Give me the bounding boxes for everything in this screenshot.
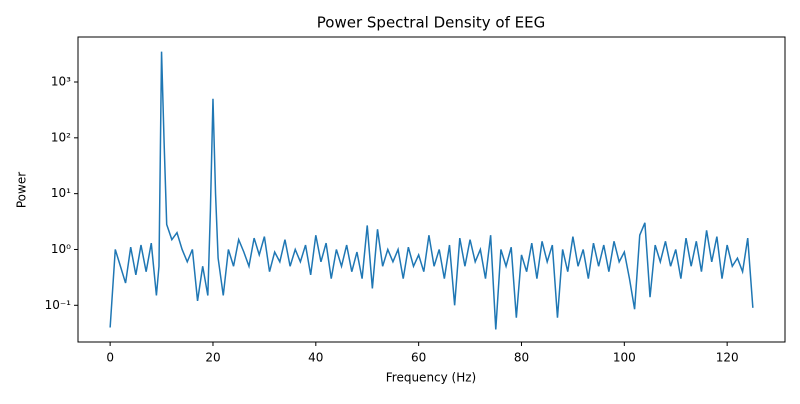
x-axis-label: Frequency (Hz) — [386, 371, 477, 385]
x-tick-label: 0 — [106, 351, 114, 365]
x-tick-label: 120 — [716, 351, 739, 365]
y-tick-label: 10² — [51, 130, 71, 144]
data-line — [109, 51, 754, 330]
y-tick-label: 10⁰ — [51, 242, 71, 256]
y-axis-label: Power — [15, 172, 29, 208]
y-tick-label: 10⁻¹ — [45, 298, 72, 312]
x-tick-label: 60 — [411, 351, 426, 365]
chart-title: Power Spectral Density of EEG — [317, 14, 545, 32]
x-tick-label: 80 — [514, 351, 529, 365]
y-tick-label: 10³ — [51, 75, 71, 89]
x-tick-label: 20 — [205, 351, 220, 365]
plot-frame — [77, 36, 786, 343]
x-tick-label: 40 — [308, 351, 323, 365]
x-tick-label: 100 — [613, 351, 636, 365]
y-tick-label: 10¹ — [51, 186, 71, 200]
